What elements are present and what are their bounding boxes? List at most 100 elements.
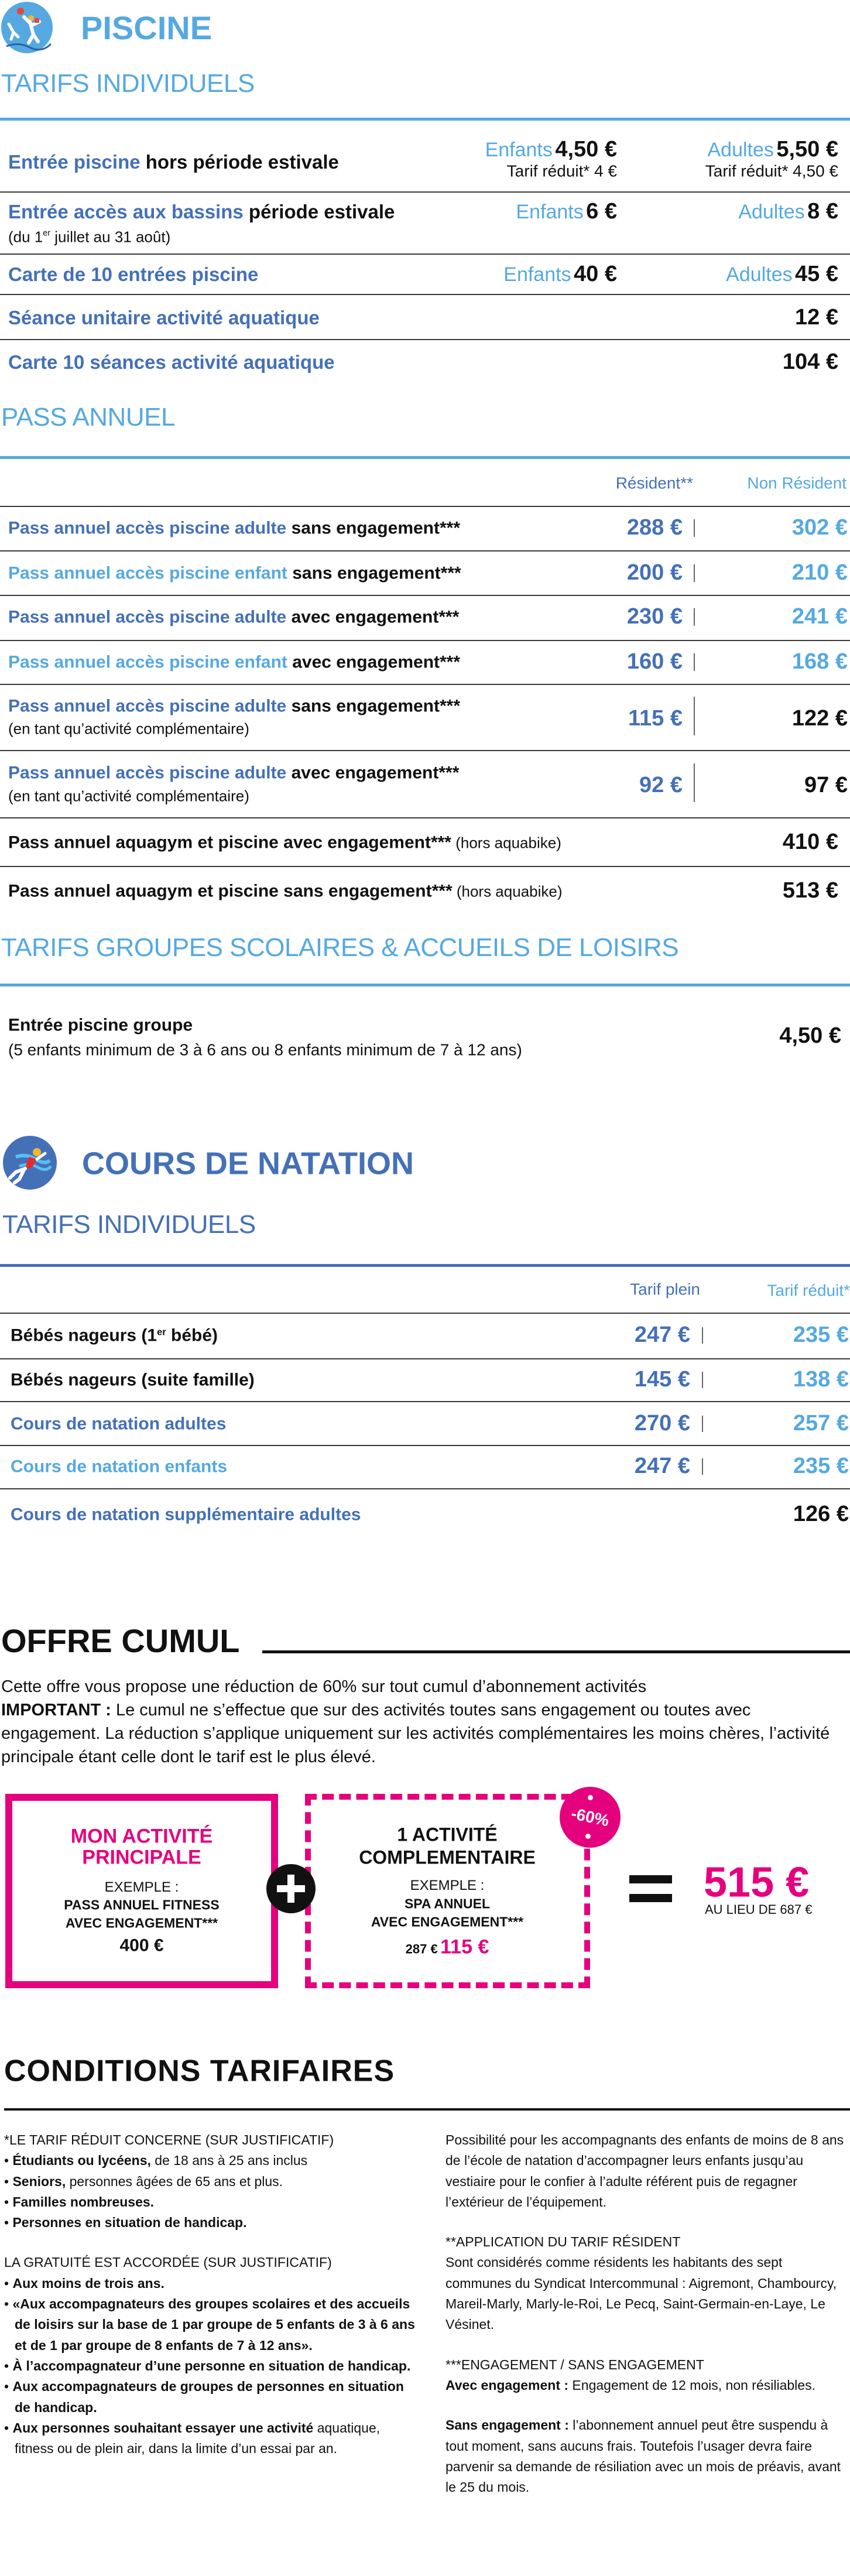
price: 104 € (782, 350, 838, 375)
tarif-plein-price: 145 € (634, 1367, 690, 1392)
complementaire-line: AVEC ENGAGEMENT*** (371, 1914, 524, 1930)
non-resident-price: 97 € (804, 773, 848, 798)
tarif-row-sub: (du 1er juillet au 31 août) (8, 228, 170, 246)
resident-price: 230 € (626, 604, 683, 629)
col-non-resident: Non Résident (747, 474, 846, 492)
pass-row-sub: (en tant qu’activité complémentaire) (8, 787, 249, 805)
label-highlight: Pass annuel accès piscine adulte (8, 696, 287, 716)
groupe-label: Entrée piscine groupe (8, 1015, 193, 1035)
pass-row-label: Pass annuel accès piscine adulte sans en… (8, 519, 460, 538)
groupes-heading: TARIFS GROUPES SCOLAIRES & ACCUEILS DE L… (1, 933, 679, 962)
resident-price: 200 € (626, 560, 683, 585)
adultes-label: Adultes (707, 139, 774, 162)
conditions-left-column: *LE TARIF RÉDUIT CONCERNE (SUR JUSTIFICA… (4, 2130, 417, 2459)
non-resident-price: 210 € (791, 560, 848, 585)
label-text: bébé) (166, 1325, 218, 1345)
label-rest: sans engagement*** (286, 696, 461, 716)
col-resident: Résident** (615, 474, 693, 492)
adultes-label: Adultes (738, 201, 805, 224)
column-separator (694, 519, 695, 537)
label-rest: sans engagement*** (287, 563, 461, 583)
non-resident-price: 122 € (791, 706, 848, 731)
label-text: Bébés nageurs (1 (11, 1325, 157, 1345)
complementaire-price: 287 € 115 € (406, 1936, 489, 1958)
section-rule (0, 1264, 850, 1267)
label-main: Pass annuel aquagym et piscine avec enga… (8, 833, 451, 852)
new-price: 115 € (440, 1936, 489, 1958)
pass-row-label: Pass annuel accès piscine enfant sans en… (8, 564, 461, 583)
label-highlight: Pass annuel accès piscine adulte (8, 518, 287, 538)
principale-title: MON ACTIVITÉ (70, 1825, 213, 1848)
row-divider (0, 595, 850, 596)
tarif-row-label: Entrée piscine hors période estivale (8, 151, 339, 173)
principale-price: 400 € (119, 1936, 164, 1955)
tarif-reduit-price: 138 € (793, 1367, 849, 1392)
natation-row-label: Cours de natation adultes (11, 1414, 227, 1434)
label-rest: avec engagement*** (286, 607, 460, 627)
offre-title-rule (262, 1650, 850, 1653)
avec-label: Avec engagement : (445, 2377, 569, 2393)
pass-annuel-heading: PASS ANNUEL (1, 402, 175, 431)
row-divider (0, 1358, 850, 1359)
column-separator (694, 608, 695, 626)
tarifs-individuels-heading: TARIFS INDIVIDUELS (1, 68, 255, 98)
list-item: • À l’accompagnateur d’une personne en s… (4, 2358, 411, 2373)
complementaire-exemple: EXEMPLE : (410, 1877, 485, 1893)
item-text: aquatique, fitness ou de plein air, dans… (15, 2420, 381, 2457)
label-highlight: Pass annuel accès piscine adulte (8, 763, 287, 783)
price: 513 € (782, 878, 838, 903)
old-price: 287 € (405, 1941, 438, 1957)
label-highlight: Entrée accès aux bassins (8, 200, 244, 222)
label-note: (hors aquabike) (452, 882, 563, 900)
item-bold: Personnes en situation de handicap. (12, 2215, 247, 2231)
row-divider (0, 1401, 850, 1402)
row-divider (0, 750, 850, 751)
list-item: • Seniors, personnes âgées de 65 ans et … (4, 2173, 283, 2189)
item-text: de 18 ans à 25 ans inclus (150, 2153, 308, 2169)
sans-text: l’abonnement annuel peut être suspendu à… (445, 2417, 841, 2495)
enfants-price: Enfants 40 € (503, 262, 617, 287)
item-bold: À l’accompagnateur d’une personne en sit… (12, 2358, 411, 2373)
row-divider (0, 339, 850, 340)
label-rest: avec engagement*** (286, 763, 460, 783)
resident-price: 115 € (628, 706, 683, 731)
piscine-icon (1, 1, 53, 57)
natation-tarifs-heading: TARIFS INDIVIDUELS (2, 1210, 256, 1239)
item-bold: Aux accompagnateurs de groupes de person… (12, 2379, 404, 2415)
resident-price: 92 € (639, 773, 683, 798)
non-resident-price: 241 € (791, 604, 848, 629)
complementaire-line: SPA ANNUEL (404, 1896, 491, 1912)
row-divider (0, 550, 850, 551)
tarif-plein-price: 247 € (634, 1454, 690, 1479)
col-tarif-reduit: Tarif réduit* (767, 1281, 850, 1300)
tarif-row-label: Séance unitaire activité aquatique (8, 306, 320, 328)
list-item: • Aux accompagnateurs de groupes de pers… (4, 2379, 404, 2415)
natation-title: COURS DE NATATION (82, 1146, 414, 1181)
list-item: • Étudiants ou lycéens, de 18 ans à 25 a… (4, 2153, 308, 2169)
item-bold: Seniors, (12, 2173, 66, 2189)
resident-price: 288 € (626, 515, 683, 540)
row-divider (0, 506, 850, 507)
item-bold: Aux moins de trois ans. (12, 2275, 164, 2291)
total-price: 515 € (704, 1859, 810, 1906)
row-divider (0, 1313, 850, 1314)
engagement-heading: ***ENGAGEMENT / SANS ENGAGEMENT (445, 2356, 704, 2372)
principale-exemple: EXEMPLE : (104, 1879, 179, 1895)
column-separator (702, 1372, 703, 1388)
offre-intro: Cette offre vous propose une réduction d… (1, 1677, 647, 1696)
adultes-price: Adultes 5,50 € (707, 137, 838, 162)
enfants-reduit: Tarif réduit* 4 € (506, 162, 617, 180)
sans-label: Sans engagement : (445, 2417, 569, 2433)
sub-sup: er (43, 229, 50, 239)
row-divider (0, 254, 850, 255)
non-resident-price: 168 € (791, 649, 848, 674)
tarif-reduit-price: 257 € (793, 1411, 849, 1436)
natation-row-label: Cours de natation supplémentaire adultes (11, 1505, 361, 1525)
sans-engagement: Sans engagement : l’abonnement annuel pe… (445, 2415, 848, 2498)
discount-label: -60% (569, 1804, 611, 1830)
column-separator (694, 697, 695, 735)
natation-row-label: Cours de natation enfants (11, 1457, 228, 1477)
activite-principale-box (5, 1794, 278, 1988)
label-note: (hors aquabike) (451, 834, 561, 852)
swimmer-icon (3, 1136, 57, 1193)
